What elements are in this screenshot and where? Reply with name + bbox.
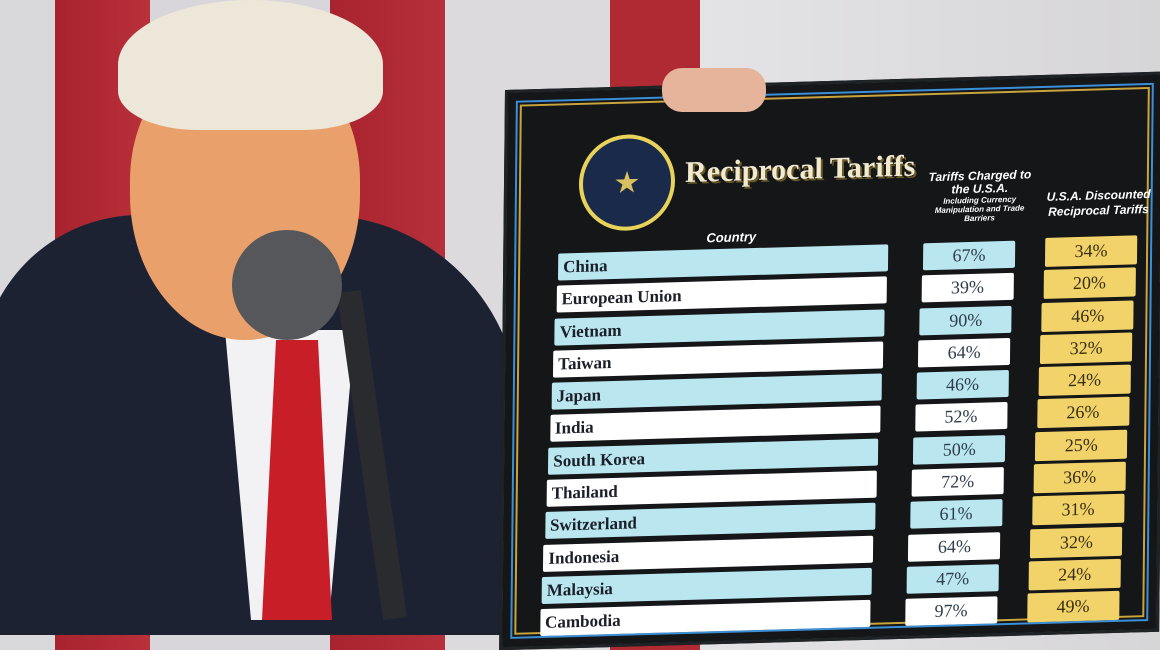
cell-charged: 90% [919, 305, 1012, 336]
cell-charged: 47% [906, 564, 999, 594]
cell-discounted: 24% [1028, 558, 1121, 591]
cell-charged: 97% [904, 596, 998, 627]
header-discounted: U.S.A. Discounted Reciprocal Tariffs [1046, 186, 1151, 219]
header-charged-sub: Including Currency Manipulation and Trad… [934, 194, 1025, 224]
cell-charged: 64% [908, 531, 1001, 562]
microphone-icon [232, 230, 342, 340]
speaker-hair [118, 0, 383, 130]
cell-discounted: 32% [1040, 332, 1133, 364]
cell-charged: 39% [921, 273, 1014, 303]
cell-charged: 50% [913, 434, 1006, 465]
cell-discounted: 31% [1031, 494, 1125, 526]
cell-country: Cambodia [539, 600, 871, 637]
board-title: Reciprocal Tariffs [684, 149, 916, 189]
cell-charged: 61% [909, 499, 1003, 530]
presidential-seal-icon: ★ [578, 133, 676, 232]
cell-discounted: 32% [1030, 526, 1123, 559]
tariff-board: ★ Reciprocal Tariffs Country Tariffs Cha… [499, 71, 1160, 650]
header-charged-title: Tariffs Charged to the U.S.A. [928, 167, 1032, 197]
header-country: Country [706, 228, 757, 246]
cell-discounted: 49% [1026, 591, 1120, 623]
cell-discounted: 34% [1044, 235, 1138, 267]
header-charged: Tariffs Charged to the U.S.A. Including C… [924, 167, 1035, 224]
cell-discounted: 25% [1035, 429, 1128, 461]
cell-discounted: 20% [1043, 267, 1136, 300]
cell-discounted: 26% [1036, 397, 1130, 429]
cell-charged: 46% [916, 370, 1009, 400]
cell-discounted: 46% [1041, 300, 1134, 332]
cell-charged: 64% [918, 337, 1011, 368]
cell-discounted: 24% [1038, 364, 1131, 397]
cell-charged: 52% [914, 402, 1008, 433]
cell-charged: 72% [911, 467, 1004, 497]
cell-discounted: 36% [1033, 461, 1126, 494]
cell-charged: 67% [922, 240, 1016, 271]
hand [662, 68, 766, 112]
tariff-table: China 67% 34% European Union 39% 20% Vietnam 90… [539, 235, 1158, 639]
